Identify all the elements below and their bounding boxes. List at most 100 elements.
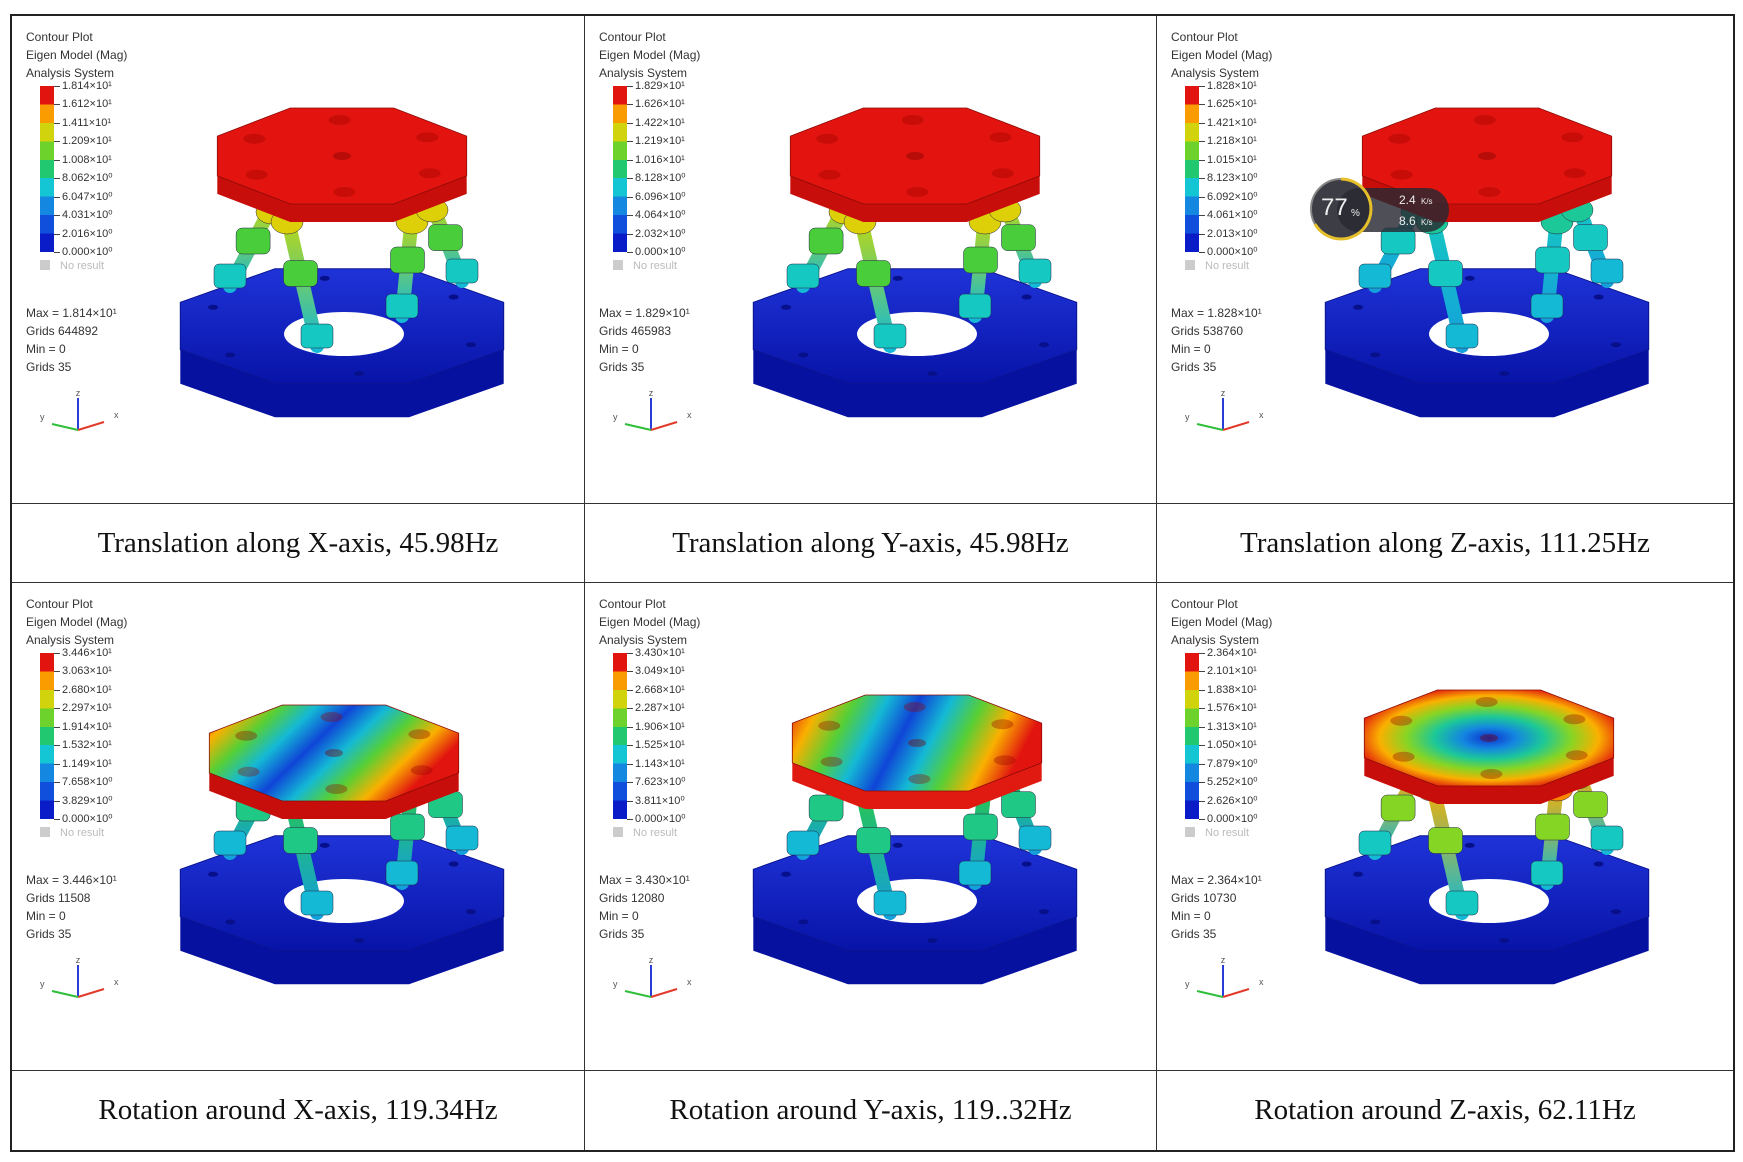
- legend-tick-label: 0.000×10⁰: [635, 246, 686, 258]
- legend-tick-label: 4.061×10⁰: [1207, 209, 1258, 222]
- plot-stat-line: Max = 1.814×10¹: [26, 306, 117, 320]
- legend-color-bar: [40, 653, 54, 819]
- legend-tick-mark: [54, 159, 60, 161]
- plot-stats: Max = 1.829×10¹ Grids 465983 Min = 0 Grids …: [599, 304, 690, 376]
- strut-joint: [283, 260, 318, 287]
- top-plate-hole: [906, 186, 929, 197]
- plot-header: Contour Plot Eigen Model (Mag) Analysis Sy…: [599, 595, 700, 649]
- plot-header-line: Analysis System: [599, 633, 688, 647]
- legend-tick-mark: [54, 104, 60, 106]
- plot-stat-line: Grids 11508: [26, 891, 91, 905]
- base-bolt-hole: [1038, 909, 1049, 915]
- top-plate-hole: [1473, 115, 1496, 126]
- legend-tick-mark: [1199, 745, 1205, 747]
- top-plate-hole: [328, 115, 351, 126]
- strut-joint: [856, 260, 891, 287]
- no-result-entry: No result: [40, 827, 104, 839]
- axis-triad: z x y: [613, 388, 692, 431]
- top-plate-center-hole: [906, 152, 924, 160]
- strut-joint: [445, 258, 479, 284]
- strut-joint: [786, 263, 820, 289]
- strut-joint: [1445, 890, 1479, 916]
- top-plate-hole: [1475, 697, 1498, 708]
- legend-tick-mark: [627, 104, 633, 106]
- legend-tick-mark: [1199, 122, 1205, 124]
- legend-color-bar: [613, 653, 627, 819]
- legend-tick-mark: [1199, 178, 1205, 180]
- legend-tick-mark: [1199, 782, 1205, 784]
- no-result-swatch: [1185, 260, 1195, 270]
- axis-triad: z x y: [1185, 955, 1264, 998]
- legend-tick-mark: [1199, 671, 1205, 673]
- legend-tick-mark: [1199, 653, 1205, 654]
- no-result-swatch: [613, 260, 623, 270]
- y-axis-label: y: [613, 412, 618, 422]
- no-result-label: No result: [633, 260, 678, 272]
- legend-tick-label: 8.062×10⁰: [62, 172, 113, 185]
- legend-tick-label: 0.000×10⁰: [62, 246, 113, 258]
- y-axis-arrow: [51, 990, 79, 998]
- y-axis-arrow: [1196, 990, 1224, 998]
- panel-4: Contour Plot Eigen Model (Mag) Analysis Sy…: [585, 583, 1157, 1071]
- hexapod-model: [1324, 107, 1650, 418]
- top-plate-hole: [991, 719, 1014, 730]
- top-plate-hole: [816, 133, 839, 144]
- y-axis-label: y: [40, 979, 45, 989]
- base-plate-side: [180, 869, 504, 985]
- no-result-label: No result: [1205, 260, 1250, 272]
- no-result-label: No result: [60, 260, 105, 272]
- base-plate-side: [1325, 302, 1649, 418]
- z-axis-label: z: [1221, 955, 1226, 965]
- legend-tick-label: 3.063×10¹: [62, 665, 112, 678]
- strut-joint: [1445, 323, 1479, 349]
- plot-header-line: Eigen Model (Mag): [599, 48, 701, 62]
- top-plate-hole: [818, 169, 841, 180]
- panel-1: Contour Plot Eigen Model (Mag) Analysis Sy…: [585, 16, 1157, 504]
- base-bolt-hole: [1021, 861, 1032, 867]
- legend-tick-mark: [54, 252, 60, 253]
- top-plate-hole: [320, 712, 343, 723]
- strut-joint: [958, 860, 992, 886]
- y-axis-label: y: [1185, 412, 1190, 422]
- strut-joint: [1573, 791, 1608, 818]
- x-axis-label: x: [1259, 977, 1264, 987]
- legend-tick-label: 4.031×10⁰: [62, 209, 113, 222]
- x-axis-arrow: [77, 421, 105, 431]
- legend-tick-label: 1.050×10¹: [1207, 739, 1257, 752]
- legend-tick-mark: [54, 178, 60, 180]
- base-bolt-hole: [1593, 861, 1604, 867]
- network-monitor-widget[interactable]: 77% 2.4 K/s 8.6 K/s: [1307, 174, 1457, 249]
- legend-tick-label: 1.814×10¹: [62, 80, 112, 92]
- strut-joint: [300, 323, 334, 349]
- strut-joint: [963, 813, 998, 841]
- no-result-entry: No result: [1185, 827, 1249, 839]
- base-bolt-hole: [1464, 275, 1475, 281]
- legend-tick-label: 1.313×10¹: [1207, 720, 1257, 733]
- top-plate-hole: [410, 765, 433, 776]
- legend-tick-mark: [54, 653, 60, 654]
- strut-joint: [1358, 830, 1392, 856]
- plot-header: Contour Plot Eigen Model (Mag) Analysis Sy…: [26, 595, 127, 649]
- legend-tick-label: 2.013×10⁰: [1207, 227, 1258, 240]
- legend-tick-mark: [54, 215, 60, 217]
- strut-joint: [283, 827, 318, 854]
- legend-tick-label: 8.128×10⁰: [635, 172, 686, 185]
- legend-tick-label: 7.879×10⁰: [1207, 757, 1258, 770]
- strut-joint: [385, 860, 419, 886]
- plot-header-line: Analysis System: [26, 66, 115, 80]
- base-bolt-hole: [319, 842, 330, 848]
- legend-color-bar: [1185, 86, 1199, 252]
- base-bolt-hole: [1464, 842, 1475, 848]
- legend-tick-label: 1.422×10¹: [635, 116, 685, 129]
- legend-tick-mark: [54, 196, 60, 198]
- strut-joint: [1590, 258, 1624, 284]
- strut-joint: [390, 813, 425, 841]
- legend-tick-mark: [54, 689, 60, 691]
- legend-tick-mark: [627, 215, 633, 217]
- plot-stat-line: Min = 0: [1171, 909, 1211, 923]
- legend-tick-mark: [627, 86, 633, 87]
- plot-stats: Max = 1.828×10¹ Grids 538760 Min = 0 Grids …: [1171, 304, 1262, 376]
- top-plate-hole: [991, 168, 1014, 179]
- legend-tick-mark: [54, 745, 60, 747]
- top-plate-hole: [908, 773, 931, 784]
